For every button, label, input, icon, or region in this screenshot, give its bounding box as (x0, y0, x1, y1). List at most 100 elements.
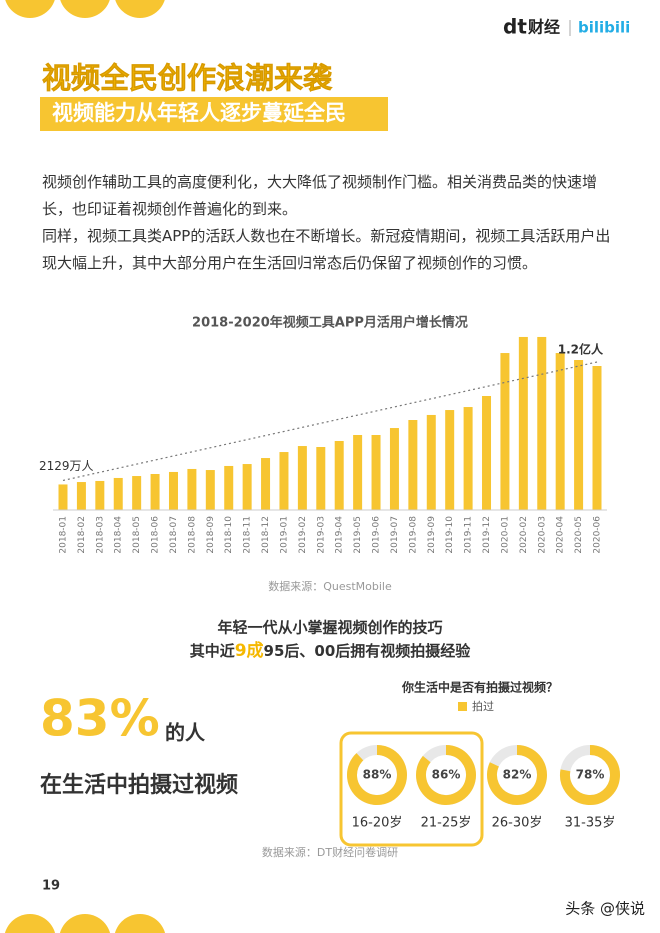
bar (205, 470, 215, 510)
x-tick-label: 2019-03 (316, 516, 326, 554)
stat-text: 在生活中拍摄过视频 (40, 772, 238, 798)
x-tick-label: 2018-02 (77, 516, 87, 554)
bar (518, 336, 528, 510)
section-heading-2: 其中近9成95后、00后拥有视频拍摄经验 (190, 640, 472, 661)
donut-arc (416, 745, 476, 805)
bar (113, 477, 123, 510)
category-label: 16-20岁 (352, 816, 403, 831)
bar (76, 482, 86, 510)
x-tick-label: 2019-12 (482, 516, 492, 554)
bar (224, 465, 234, 510)
data-label: 86% (432, 768, 461, 782)
bar (426, 414, 436, 510)
heading-part: 其中近 (190, 642, 235, 660)
bar (353, 435, 363, 510)
x-tick-label: 2019-06 (372, 516, 382, 554)
data-label: 1.2亿人 (558, 342, 604, 357)
x-tick-label: 2018-04 (114, 516, 124, 554)
bar (371, 435, 381, 510)
paragraph: 同样，视频工具类APP的活跃人数也在不断增长。新冠疫情期间，视频工具活跃用户出现… (42, 227, 611, 272)
chart-source: 数据来源：DT财经问卷调研 (262, 845, 398, 859)
bar (261, 458, 271, 510)
chart-title: 2018-2020年视频工具APP月活用户增长情况 (192, 315, 468, 331)
legend-swatch (458, 702, 467, 711)
bottom-decoration (4, 914, 166, 933)
bar (316, 447, 326, 510)
bar (187, 468, 197, 510)
bar (95, 480, 105, 510)
bar (168, 471, 178, 510)
x-tick-label: 2018-03 (95, 516, 105, 554)
x-tick-label: 2020-06 (593, 516, 603, 554)
bar (592, 366, 602, 510)
footer: 头条 @侠说 (565, 900, 645, 918)
logo-bili: bilibili (578, 19, 630, 37)
x-tick-label: 2020-03 (537, 516, 547, 554)
bar (150, 474, 160, 510)
data-label: 2129万人 (39, 459, 94, 473)
x-tick-label: 2018-07 (169, 516, 179, 554)
donut-arc (347, 745, 407, 805)
x-tick-label: 2018-10 (224, 516, 234, 554)
x-tick-label: 2019-02 (298, 516, 308, 554)
x-tick-label: 2019-08 (408, 516, 418, 554)
legend-label: 拍过 (472, 699, 494, 713)
x-tick-label: 2019-11 (464, 516, 474, 554)
x-tick-label: 2020-04 (556, 516, 566, 554)
chart-title: 你生活中是否有拍摄过视频？ (401, 680, 558, 695)
top-decoration (5, 0, 165, 18)
bar (408, 420, 418, 510)
x-tick-label: 2019-01 (279, 516, 289, 554)
x-tick-label: 2018-09 (206, 516, 216, 554)
x-tick-label: 2020-05 (574, 516, 584, 554)
donut-arc (560, 745, 620, 805)
title: 视频全民创作浪潮来袭 (42, 61, 333, 95)
heading-part: 95后、00后拥有视频拍摄经验 (264, 642, 472, 660)
heading-highlight: 9成 (235, 640, 264, 661)
category-label: 31-35岁 (565, 816, 616, 831)
bar (482, 396, 492, 510)
data-label: 88% (363, 768, 392, 782)
paragraph: 视频创作辅助工具的高度便利化，大大降低了视频制作门槛。相关消费品类的快速增长，也… (42, 173, 598, 218)
x-tick-label: 2018-12 (261, 516, 271, 554)
chart-source: 数据来源：QuestMobile (268, 579, 392, 593)
stat-unit: 的人 (165, 721, 206, 745)
subtitle: 视频能力从年轻人逐步蔓延全民 (52, 101, 346, 125)
data-label: 78% (576, 768, 605, 782)
subtitle-banner (40, 97, 388, 131)
bar (334, 441, 344, 510)
x-tick-label: 2018-01 (59, 516, 69, 554)
bar (555, 353, 565, 510)
page-number: 19 (42, 879, 60, 894)
x-tick-label: 2019-04 (335, 516, 345, 554)
bar (537, 336, 547, 510)
bar (574, 360, 584, 510)
bar (389, 428, 399, 510)
bar (445, 410, 455, 510)
bar (279, 452, 289, 510)
x-tick-label: 2019-07 (390, 516, 400, 554)
x-tick-label: 2019-10 (445, 516, 455, 554)
bar (132, 476, 142, 510)
logo-cj: 财经 (527, 18, 560, 37)
bar (463, 407, 473, 510)
section-heading: 年轻一代从小掌握视频创作的技巧 (217, 619, 442, 637)
x-tick-label: 2018-08 (187, 516, 197, 554)
x-tick-label: 2018-05 (132, 516, 142, 554)
logo-dt: dt (503, 15, 527, 39)
x-tick-label: 2019-09 (427, 516, 437, 554)
bar (500, 353, 510, 510)
trendline (62, 361, 598, 482)
x-tick-label: 2020-02 (519, 516, 529, 554)
x-tick-label: 2020-01 (500, 516, 510, 554)
highlight-box (339, 731, 484, 847)
donut-arc (487, 745, 547, 805)
category-label: 21-25岁 (421, 816, 472, 831)
stat-number: 83% (40, 690, 160, 748)
bar (242, 464, 252, 510)
bar (58, 484, 68, 510)
category-label: 26-30岁 (492, 816, 543, 831)
x-tick-label: 2019-05 (353, 516, 363, 554)
bar (297, 446, 307, 510)
